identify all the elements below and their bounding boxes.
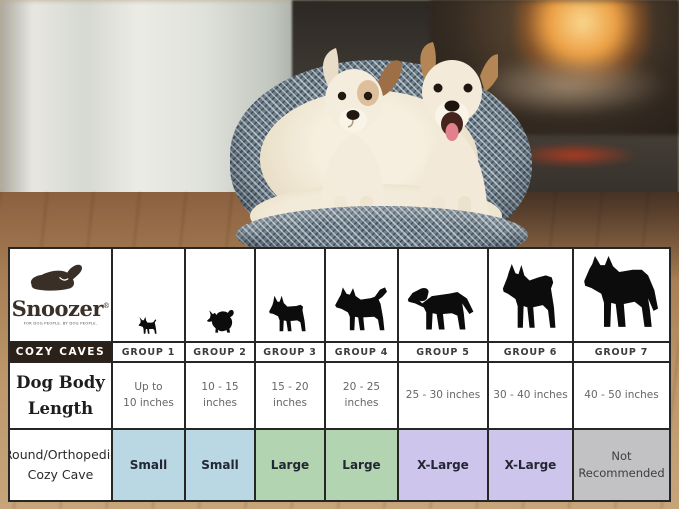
- size-group-5: X-Large: [399, 430, 487, 500]
- doberman-silhouette-icon: [502, 264, 555, 328]
- dog-silhouette-group-5: [399, 249, 487, 341]
- group-6-header: GROUP 6: [489, 343, 572, 361]
- snoozer-sleeping-dog-logo-icon: [30, 264, 82, 291]
- boston-terrier-silhouette-icon: [269, 295, 306, 332]
- row-label-dog-body-length: Dog Body Length: [10, 363, 111, 428]
- size-group-2: Small: [186, 430, 254, 500]
- dog-silhouette-group-3: [256, 249, 324, 341]
- body-length-group-3: 15 - 20 inches: [256, 363, 324, 428]
- body-length-group-1: Up to 10 inches: [113, 363, 184, 428]
- group-2-header: GROUP 2: [186, 343, 254, 361]
- registered-mark: ®: [102, 302, 110, 310]
- body-length-group-5: 25 - 30 inches: [399, 363, 487, 428]
- body-length-group-7: 40 - 50 inches: [574, 363, 669, 428]
- brand-tagline: FOR DOG PEOPLE. BY DOG PEOPLE.: [23, 321, 98, 326]
- husky-silhouette-icon: [334, 287, 387, 331]
- brand-logo: Snoozer® FOR DOG PEOPLE. BY DOG PEOPLE.: [10, 249, 111, 341]
- row-label-cozy-cave: Round/Orthopedic Cozy Cave: [10, 430, 111, 500]
- size-group-4: Large: [326, 430, 397, 500]
- group-3-header: GROUP 3: [256, 343, 324, 361]
- size-group-3: Large: [256, 430, 324, 500]
- dog-silhouette-group-2: [186, 249, 254, 341]
- body-length-group-2: 10 - 15 inches: [186, 363, 254, 428]
- golden-retriever-silhouette-icon: [407, 288, 474, 330]
- group-5-header: GROUP 5: [399, 343, 487, 361]
- pomeranian-silhouette-icon: [207, 309, 234, 333]
- embers: [512, 143, 637, 167]
- size-chart-table: Snoozer® FOR DOG PEOPLE. BY DOG PEOPLE.: [8, 247, 671, 502]
- chihuahua-silhouette-icon: [138, 316, 157, 334]
- dog-silhouette-group-1: [113, 249, 184, 341]
- size-group-7: Not Recommended: [574, 430, 669, 500]
- size-group-1: Small: [113, 430, 184, 500]
- group-4-header: GROUP 4: [326, 343, 397, 361]
- dog-silhouette-group-6: [489, 249, 572, 341]
- dog-silhouette-group-7: [574, 249, 669, 341]
- dog-silhouette-group-4: [326, 249, 397, 341]
- cozy-caves-header: COZY CAVES: [10, 343, 111, 361]
- size-group-6: X-Large: [489, 430, 572, 500]
- body-length-group-4: 20 - 25 inches: [326, 363, 397, 428]
- group-7-header: GROUP 7: [574, 343, 669, 361]
- great-dane-silhouette-icon: [583, 256, 658, 327]
- brand-name: Snoozer®: [11, 296, 110, 321]
- group-1-header: GROUP 1: [113, 343, 184, 361]
- body-length-group-6: 30 - 40 inches: [489, 363, 572, 428]
